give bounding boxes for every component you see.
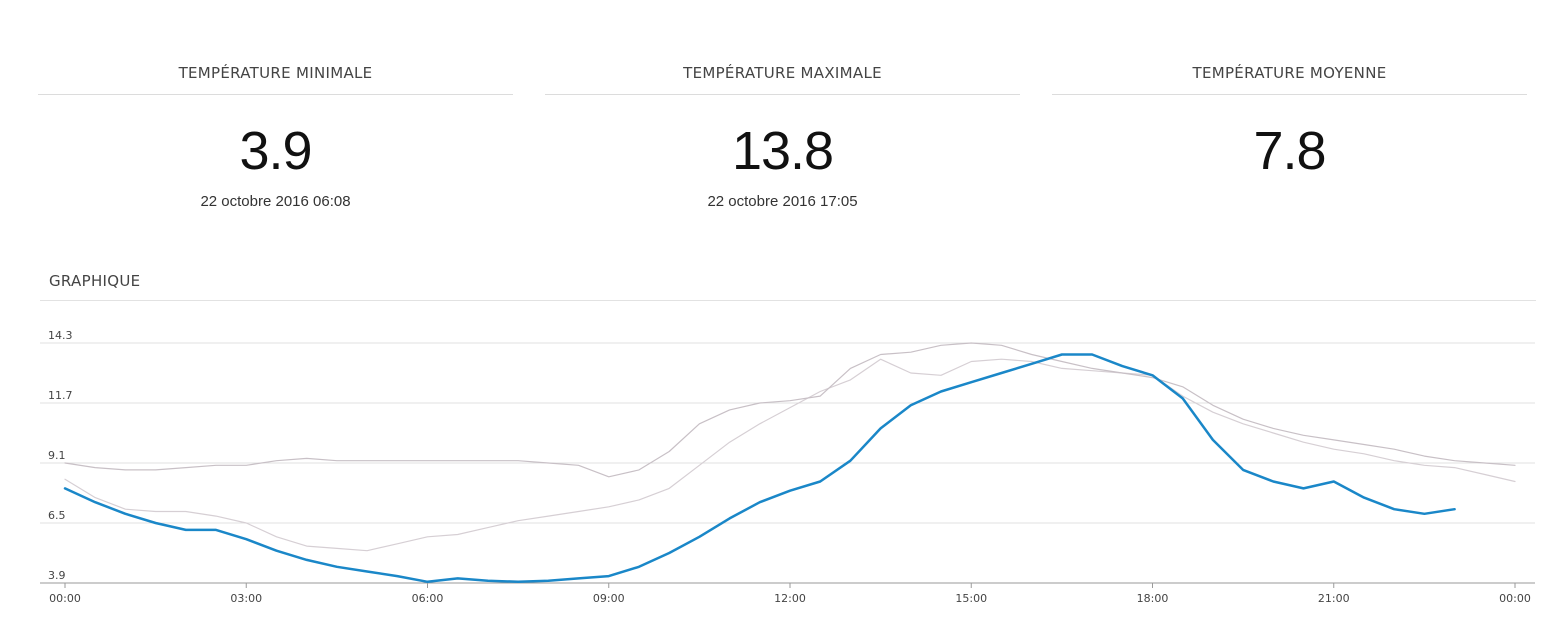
x-tick-label: 06:00 bbox=[412, 592, 444, 605]
stats-row: TEMPÉRATURE MINIMALE 3.9 22 octobre 2016… bbox=[0, 0, 1566, 230]
x-tick-label: 21:00 bbox=[1318, 592, 1350, 605]
divider bbox=[545, 94, 1020, 95]
x-tick-label: 00:00 bbox=[49, 592, 81, 605]
stat-title: TEMPÉRATURE MINIMALE bbox=[178, 64, 373, 82]
y-tick-label: 11.7 bbox=[48, 389, 73, 402]
stat-title: TEMPÉRATURE MOYENNE bbox=[1192, 64, 1387, 82]
x-tick-label: 18:00 bbox=[1137, 592, 1169, 605]
divider bbox=[40, 300, 1536, 301]
y-tick-label: 14.3 bbox=[48, 329, 73, 342]
y-tick-label: 6.5 bbox=[48, 509, 66, 522]
y-tick-label: 3.9 bbox=[48, 569, 66, 582]
stat-value: 13.8 bbox=[731, 121, 834, 181]
stat-title: TEMPÉRATURE MAXIMALE bbox=[683, 64, 882, 82]
divider bbox=[1052, 94, 1527, 95]
stat-value: 7.8 bbox=[1253, 121, 1326, 181]
section-title: GRAPHIQUE bbox=[49, 272, 141, 290]
divider bbox=[38, 94, 513, 95]
x-tick-label: 15:00 bbox=[955, 592, 987, 605]
stat-value: 3.9 bbox=[239, 121, 312, 181]
series-line-reference bbox=[64, 342, 1516, 478]
stat-date: 22 octobre 2016 06:08 bbox=[200, 193, 351, 210]
x-tick-label: 00:00 bbox=[1499, 592, 1531, 605]
x-tick-label: 12:00 bbox=[774, 592, 806, 605]
x-tick-label: 09:00 bbox=[593, 592, 625, 605]
series-line-reference bbox=[64, 358, 1516, 552]
series-line-main bbox=[63, 353, 1456, 584]
x-tick-label: 03:00 bbox=[230, 592, 262, 605]
stat-date: 22 octobre 2016 17:05 bbox=[707, 193, 858, 210]
y-tick-label: 9.1 bbox=[48, 449, 66, 462]
